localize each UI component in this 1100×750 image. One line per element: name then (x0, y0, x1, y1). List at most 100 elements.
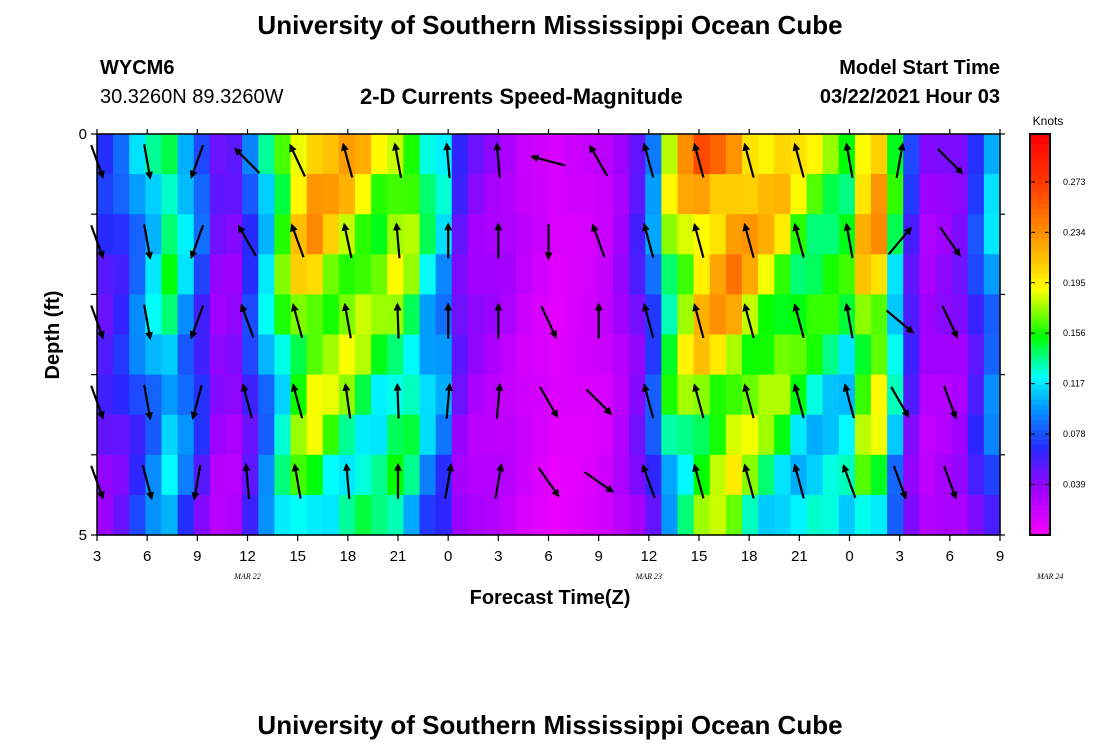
heat-cell (290, 134, 308, 175)
heat-cell (871, 374, 888, 416)
heat-cell (338, 134, 356, 175)
heat-cell (645, 174, 662, 215)
heat-cell (983, 134, 1001, 175)
heat-cell (516, 134, 533, 175)
heat-cell (306, 214, 324, 255)
heat-cell (887, 494, 904, 536)
heat-cell (983, 454, 1001, 496)
heat-cell (338, 414, 356, 456)
heat-cell (209, 494, 227, 536)
heat-cell (822, 494, 840, 536)
heat-cell (596, 214, 614, 255)
heat-cell (274, 214, 292, 255)
current-arrow (792, 303, 805, 339)
current-arrow (238, 224, 257, 257)
heat-cell (871, 174, 888, 215)
heat-cell (613, 494, 630, 536)
heat-cell (516, 454, 533, 496)
heat-cell (854, 454, 872, 496)
heat-cell (129, 174, 146, 215)
heat-cell (935, 414, 953, 456)
heat-cell (871, 494, 888, 536)
heat-cell (193, 414, 211, 456)
footer-title: University of Southern Mississippi Ocean… (257, 710, 843, 740)
heat-cell (822, 374, 840, 416)
heat-cell (290, 214, 308, 255)
heat-cell (806, 334, 824, 376)
heat-cell (758, 174, 775, 215)
heat-cell (548, 454, 566, 496)
heat-cell (677, 294, 695, 336)
heat-cell (871, 334, 888, 376)
heat-cell (193, 374, 211, 416)
heat-cell (145, 454, 163, 496)
station-id: WYCM6 (100, 57, 175, 79)
heat-cell (645, 414, 662, 456)
heat-cell (97, 374, 114, 416)
heat-cell (306, 174, 324, 215)
current-arrow (841, 464, 857, 499)
heat-cell (951, 414, 969, 456)
current-arrow (742, 303, 755, 339)
heat-cell (887, 254, 904, 295)
heat-cell (435, 254, 453, 295)
heat-cell (806, 414, 824, 456)
heat-cell (806, 214, 824, 255)
current-arrow (240, 383, 253, 419)
heat-cell (467, 494, 485, 536)
heat-cell (774, 134, 791, 175)
heat-cell (935, 374, 953, 416)
heat-cell (177, 374, 195, 416)
heat-cell (161, 134, 179, 175)
heat-cell (709, 294, 727, 336)
heat-cell (209, 294, 227, 336)
heat-cell (871, 254, 888, 295)
heat-cell (129, 494, 146, 536)
colorbar-segment (1030, 374, 1050, 381)
heat-cell (355, 414, 372, 456)
heat-cell (822, 214, 840, 255)
heat-cell (645, 254, 662, 295)
heat-cell (419, 414, 437, 456)
heat-cell (709, 254, 727, 295)
heat-cell (355, 134, 372, 175)
heat-cell (193, 214, 211, 255)
heat-cell (580, 254, 598, 295)
heat-cell (322, 174, 340, 215)
heat-cell (387, 294, 404, 336)
heat-cell (629, 414, 646, 456)
heat-cell (242, 334, 259, 376)
colorbar-segment (1030, 194, 1050, 200)
heat-cell (97, 254, 114, 295)
colorbar-segment (1030, 434, 1050, 441)
heat-cell (903, 174, 920, 215)
heat-cell (758, 254, 775, 295)
heat-cell (596, 134, 614, 175)
heat-cell (983, 214, 1001, 255)
heat-cell (613, 174, 630, 215)
heat-cell (596, 174, 614, 215)
heat-cell (306, 294, 324, 336)
heat-cell (451, 254, 469, 295)
heat-cell (564, 214, 582, 255)
heat-cell (983, 174, 1001, 215)
heat-cell (677, 374, 695, 416)
heat-cell (387, 454, 404, 496)
heat-cell (451, 214, 469, 255)
heat-cell (274, 254, 292, 295)
colorbar-segment (1030, 369, 1050, 376)
heat-cell (532, 494, 550, 536)
heat-cell (661, 374, 679, 416)
heat-cell (919, 214, 937, 255)
x-tick-label: 6 (544, 548, 552, 565)
heat-cell (467, 294, 485, 336)
heat-cell (500, 174, 517, 215)
colorbar-tick-label: 0.078 (1063, 429, 1086, 439)
heat-cell (742, 494, 759, 536)
heat-cell (903, 334, 920, 376)
heat-cell (790, 174, 808, 215)
heat-cell (113, 254, 130, 295)
heat-cell (919, 174, 937, 215)
heat-cell (484, 254, 501, 295)
current-arrow (792, 383, 805, 419)
